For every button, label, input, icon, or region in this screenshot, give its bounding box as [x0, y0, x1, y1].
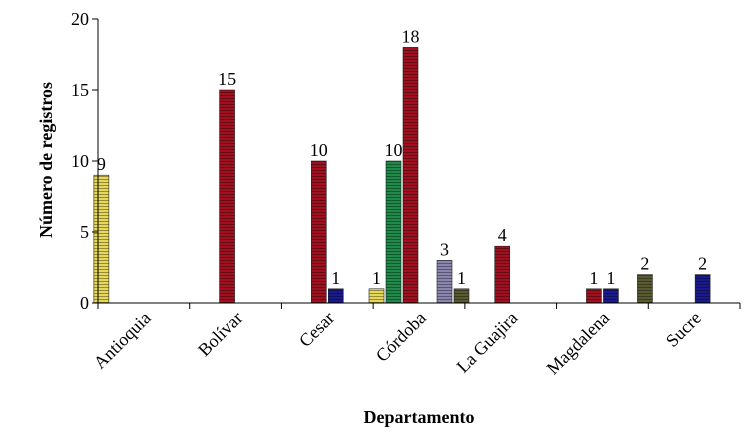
bar-córdoba-0: [368, 288, 385, 304]
bar-sucre-2: [694, 274, 711, 304]
data-label: 2: [698, 254, 707, 274]
bar-cesar-2: [327, 288, 344, 304]
x-tick-label: Córdoba: [372, 308, 430, 366]
data-label: 9: [97, 154, 106, 174]
y-tick-label: 20: [71, 9, 89, 29]
y-tick-label: 10: [71, 151, 89, 171]
data-label: 10: [310, 140, 328, 160]
data-label: 1: [372, 268, 381, 288]
y-tick-label: 0: [80, 293, 89, 313]
data-label: 3: [440, 239, 449, 259]
data-label: 2: [640, 254, 649, 274]
y-tick-label: 5: [80, 222, 89, 242]
x-tick-label: Bolívar: [194, 308, 246, 360]
bar-córdoba-3: [385, 160, 402, 304]
data-label: 1: [457, 268, 466, 288]
data-label: 18: [402, 26, 420, 46]
bar-antioquia-0: [93, 174, 110, 304]
data-label: 10: [385, 140, 403, 160]
data-label: 1: [331, 268, 340, 288]
x-tick-label: Magdalena: [543, 308, 614, 379]
bar-córdoba-1: [402, 47, 419, 304]
y-axis-title: Número de registros: [36, 82, 56, 238]
bars-layer: [93, 47, 711, 304]
y-tick-label: 15: [71, 80, 89, 100]
x-tick-label: Sucre: [662, 308, 705, 351]
data-label: 4: [498, 225, 507, 245]
bar-magdalena-1: [586, 288, 602, 304]
bar-magdalena-5: [637, 274, 653, 304]
data-label: 1: [606, 268, 615, 288]
x-tick-label: La Guajira: [453, 308, 522, 377]
bar-magdalena-2: [603, 288, 619, 304]
x-tick-label: Antioquia: [90, 308, 155, 373]
bar-la-guajira-1: [494, 245, 511, 304]
bar-córdoba-5: [453, 288, 470, 304]
bar-bolívar-1: [219, 89, 235, 304]
data-label: 15: [218, 69, 236, 89]
data-label: 1: [589, 268, 598, 288]
bar-córdoba-4: [436, 260, 453, 304]
x-tick-label: Cesar: [295, 308, 338, 351]
x-axis-title: Departamento: [364, 407, 475, 427]
bar-cesar-1: [310, 160, 327, 304]
